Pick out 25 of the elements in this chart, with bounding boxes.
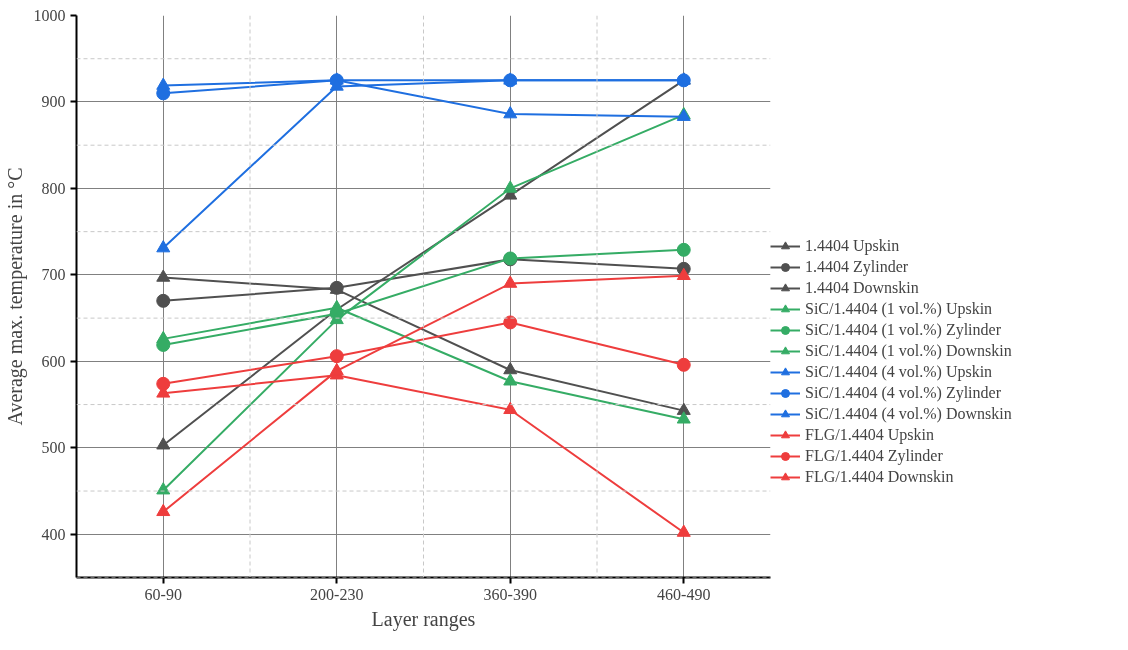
y-tick-label: 400 — [41, 525, 66, 543]
legend-label: FLG/1.4404 Upskin — [805, 426, 934, 444]
legend-label: SiC/1.4404 (4 vol.%) Downskin — [805, 405, 1012, 423]
y-tick-label: 500 — [41, 439, 66, 457]
y-axis-title: Average max. temperature in °C — [3, 167, 27, 426]
legend-label: SiC/1.4404 (1 vol.%) Upskin — [805, 300, 993, 318]
legend-label: 1.4404 Zylinder — [805, 258, 909, 276]
legend-label: FLG/1.4404 Zylinder — [805, 447, 943, 465]
y-tick-label: 900 — [41, 93, 66, 111]
legend-label: 1.4404 Downskin — [805, 279, 919, 297]
x-tick-label: 360-390 — [483, 585, 537, 603]
x-tick-label: 460-490 — [657, 585, 711, 603]
legend-label: SiC/1.4404 (4 vol.%) Zylinder — [805, 384, 1001, 402]
legend-label: SiC/1.4404 (1 vol.%) Zylinder — [805, 321, 1001, 339]
y-tick-label: 700 — [41, 266, 66, 284]
x-tick-label: 60-90 — [144, 585, 182, 603]
x-axis-title: Layer ranges — [371, 607, 476, 631]
y-tick-label: 600 — [41, 352, 66, 370]
legend-label: 1.4404 Upskin — [805, 237, 900, 255]
legend-label: SiC/1.4404 (1 vol.%) Downskin — [805, 342, 1012, 360]
y-tick-label: 800 — [41, 179, 66, 197]
y-tick-label: 1000 — [33, 7, 66, 24]
legend-label: FLG/1.4404 Downskin — [805, 468, 954, 486]
legend-label: SiC/1.4404 (4 vol.%) Upskin — [805, 363, 993, 381]
x-tick-label: 200-230 — [310, 585, 364, 603]
